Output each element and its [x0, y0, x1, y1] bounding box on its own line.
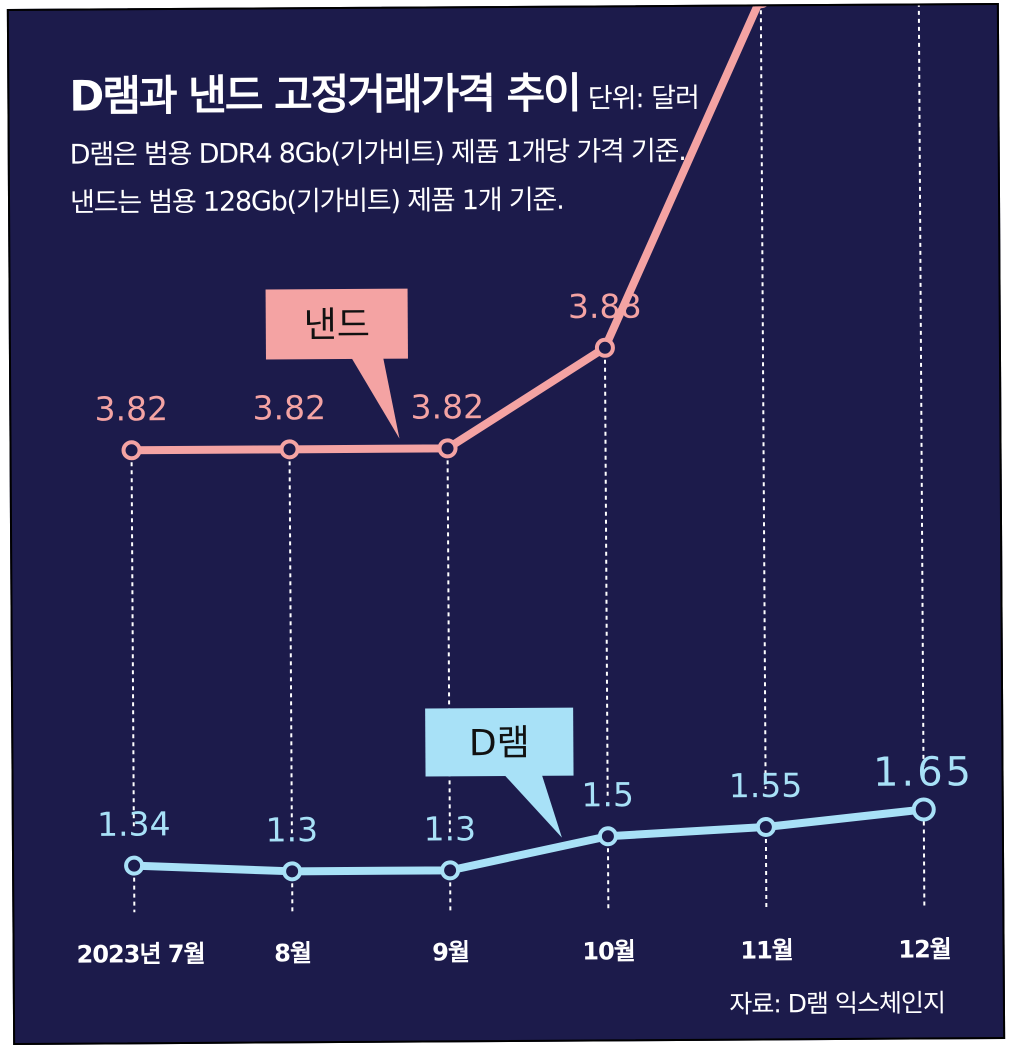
dram-value-label-3: 1.5: [581, 775, 634, 814]
x-tick-label-4: 11월: [740, 936, 793, 964]
nand-callout-box: [265, 288, 408, 360]
x-tick-label-2: 9월: [432, 938, 469, 966]
dram-callout-pointer: [503, 773, 562, 838]
x-tick-label-5: 12월: [898, 935, 951, 963]
dram-point-2: [440, 860, 461, 881]
dram-value-label-4: 1.55: [729, 766, 803, 805]
dram-point-4: [755, 816, 776, 837]
nand-callout-pointer: [350, 356, 400, 439]
dram-point-0: [124, 855, 145, 876]
gridline-lower-5: [922, 821, 926, 908]
dram-value-label-0: 1.34: [97, 804, 171, 843]
x-tick-label-1: 8월: [274, 939, 311, 967]
gridline-upper-3: [603, 359, 609, 799]
dram-point-5: [911, 797, 936, 822]
dram-point-3: [597, 826, 618, 847]
nand-value-label-2: 3.82: [410, 387, 484, 426]
nand-point-1: [279, 439, 300, 460]
dram-value-label-5: 1.65: [873, 749, 974, 796]
x-tick-label-3: 10월: [582, 937, 635, 965]
nand-point-2: [437, 438, 458, 459]
nand-value-label-1: 3.82: [252, 388, 326, 427]
gridline-upper-5: [915, 4, 925, 772]
nand-point-4: [750, 4, 771, 9]
gridline-upper-1: [288, 461, 293, 834]
dram-value-label-1: 1.3: [266, 810, 319, 849]
chart-panel: D램과 낸드 고정거래가격 추이 단위: 달러 D램은 범용 DDR4 8Gb(기…: [6, 2, 1006, 1046]
x-tick-label-0: 2023년 7월: [77, 940, 205, 969]
nand-value-label-3: 3.88: [568, 287, 642, 326]
line-chart: 3.821.343.821.33.821.33.881.54.091.554.3…: [77, 4, 974, 969]
dram-callout-box: [425, 707, 574, 777]
dram-callout-label: D램: [469, 723, 530, 764]
dram-point-1: [282, 861, 303, 882]
nand-series-line: [127, 4, 921, 455]
gridline-upper-4: [759, 10, 767, 789]
gridline-upper-0: [130, 462, 135, 828]
gridline-upper-2: [446, 460, 451, 833]
nand-point-0: [121, 440, 142, 461]
dram-value-label-2: 1.3: [424, 809, 477, 848]
source-note: 자료: D램 익스체인지: [729, 988, 946, 1019]
nand-callout-label: 낸드: [304, 305, 370, 346]
nand-value-label-0: 3.82: [94, 389, 168, 428]
nand-point-3: [594, 337, 615, 358]
dram-series-line: [130, 805, 928, 876]
